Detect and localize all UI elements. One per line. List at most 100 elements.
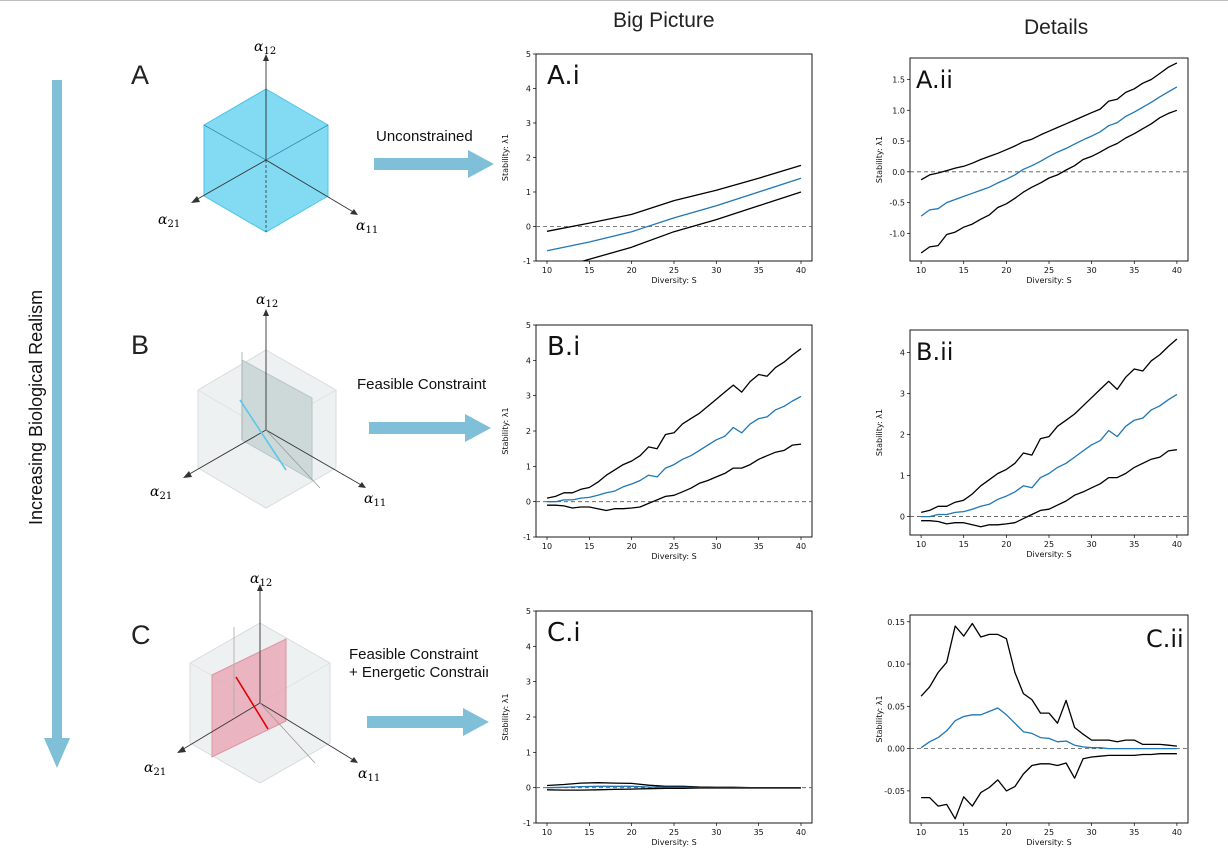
- series-upper: [920, 62, 1178, 181]
- series-upper: [546, 164, 802, 232]
- x-tick-label: 25: [1044, 266, 1054, 275]
- top-border: [0, 0, 1228, 1]
- y-axis-label: Stability: λ1: [501, 134, 510, 181]
- x-tick-label: 20: [627, 542, 637, 551]
- series-upper: [920, 622, 1177, 747]
- x-tick-label: 20: [1001, 828, 1011, 837]
- x-tick-label: 35: [754, 266, 764, 275]
- x-tick-label: 35: [1129, 828, 1139, 837]
- x-tick-label: 35: [754, 542, 764, 551]
- y-tick-label: 1: [526, 748, 531, 757]
- axis-label-a12: α12: [256, 292, 278, 310]
- arrow-label-c-clip: Feasible Constraint + Energetic Constrai…: [349, 646, 488, 686]
- panel-label: A.ii: [916, 66, 953, 94]
- x-tick-label: 30: [1087, 828, 1097, 837]
- plot-area: [536, 782, 812, 791]
- plot-area: [910, 622, 1188, 820]
- x-tick-label: 30: [711, 828, 721, 837]
- axis-label-a11: α11: [364, 491, 386, 509]
- y-axis-label: Stability: λ1: [875, 409, 884, 456]
- arrow-b: [369, 414, 491, 442]
- y-axis-label: Stability: λ1: [501, 693, 510, 740]
- series-lower: [920, 109, 1178, 254]
- x-tick-label: 40: [796, 542, 806, 551]
- x-tick-label: 20: [627, 828, 637, 837]
- y-tick-label: 4: [900, 349, 905, 358]
- column-title-big-picture: Big Picture: [613, 9, 715, 32]
- series-lower: [546, 787, 801, 791]
- x-tick-label: 20: [1001, 540, 1011, 549]
- series-mean: [920, 707, 1177, 750]
- series-upper: [546, 348, 802, 499]
- x-tick-label: 10: [542, 828, 552, 837]
- arrow-a: [374, 150, 494, 178]
- x-tick-label: 35: [1129, 540, 1139, 549]
- x-tick-label: 30: [711, 266, 721, 275]
- axis-a11: [265, 159, 356, 214]
- y-tick-label: 2: [526, 154, 531, 163]
- arrow-label-c-line1: Feasible Constraint: [349, 646, 479, 663]
- y-tick-label: -0.05: [884, 787, 905, 796]
- plot-area: [536, 164, 812, 261]
- x-tick-label: 20: [627, 266, 637, 275]
- x-tick-label: 30: [1087, 266, 1097, 275]
- y-tick-label: 3: [526, 678, 531, 687]
- y-tick-label: -1: [523, 819, 531, 828]
- axis-label-a11: α11: [356, 218, 378, 236]
- y-tick-label: 2: [526, 713, 531, 722]
- chart-svg-A.ii: 10 15 20 25 30 35 40 -1.0 -0.5 0.0 0.5 1.0 1.5 Divers…: [875, 57, 1189, 285]
- plot-area: [910, 338, 1188, 528]
- y-axis-label: Stability: λ1: [875, 136, 884, 183]
- plot-area: [910, 62, 1188, 254]
- panel-label: B.i: [547, 332, 580, 362]
- series-lower: [921, 753, 1177, 820]
- y-tick-label: 0: [526, 223, 531, 232]
- x-tick-label: 35: [1129, 266, 1139, 275]
- arrow-label-b-clip: Feasible Constraint: [357, 376, 488, 396]
- y-tick-label: 0: [526, 784, 531, 793]
- y-tick-label: 2: [526, 427, 531, 436]
- x-tick-label: 25: [1044, 540, 1054, 549]
- y-tick-label: -1.0: [889, 229, 905, 238]
- plot-area: [536, 348, 812, 512]
- axis-a21: [193, 159, 267, 202]
- x-axis-label: Diversity: S: [1026, 838, 1071, 847]
- arrow-label-a: Unconstrained: [376, 128, 473, 145]
- y-tick-label: 0: [900, 513, 905, 522]
- y-tick-label: 0.0: [892, 168, 905, 177]
- y-tick-label: 5: [526, 607, 531, 616]
- x-tick-label: 15: [959, 540, 969, 549]
- y-tick-label: 1.5: [892, 76, 905, 85]
- x-tick-label: 40: [1172, 540, 1182, 549]
- x-tick-label: 25: [669, 266, 679, 275]
- y-tick-label: 1: [526, 188, 531, 197]
- axis-a11: [259, 702, 356, 762]
- panel-label: C.ii: [1146, 625, 1184, 653]
- x-tick-label: 10: [916, 828, 926, 837]
- y-tick-label: 5: [526, 50, 531, 59]
- arrow-c: [367, 708, 489, 736]
- x-tick-label: 40: [796, 828, 806, 837]
- y-tick-label: 4: [526, 356, 531, 365]
- energetic-line: [235, 676, 269, 730]
- axis-label-a12: α12: [254, 39, 276, 57]
- x-tick-label: 15: [584, 266, 594, 275]
- realism-arrow-head: [44, 738, 70, 768]
- axis-label-a21: α21: [144, 760, 166, 778]
- y-tick-label: 3: [900, 390, 905, 399]
- series-mean: [546, 177, 802, 252]
- x-tick-label: 15: [959, 266, 969, 275]
- series-upper: [920, 338, 1178, 514]
- y-tick-label: 2: [900, 431, 905, 440]
- chart-svg-C.i: 10 15 20 25 30 35 40 -1 0 1 2 3 4 5 Diversity: S Stabil…: [501, 607, 813, 847]
- panel-label: A.i: [547, 61, 580, 91]
- x-tick-label: 20: [1001, 266, 1011, 275]
- chart-svg-B.i: 10 15 20 25 30 35 40 -1 0 1 2 3 4 5 Diversity: S Stabil…: [501, 321, 813, 561]
- y-tick-label: 0.05: [887, 702, 905, 711]
- y-tick-label: 1: [526, 462, 531, 471]
- x-tick-label: 40: [1172, 266, 1182, 275]
- y-tick-label: 0.5: [892, 137, 905, 146]
- feasible-line: [239, 399, 287, 471]
- axis-label-a21: α21: [150, 484, 172, 502]
- chart-svg-B.ii: 10 15 20 25 30 35 40 0 1 2 3 4 Diversity: S Stability…: [875, 329, 1189, 559]
